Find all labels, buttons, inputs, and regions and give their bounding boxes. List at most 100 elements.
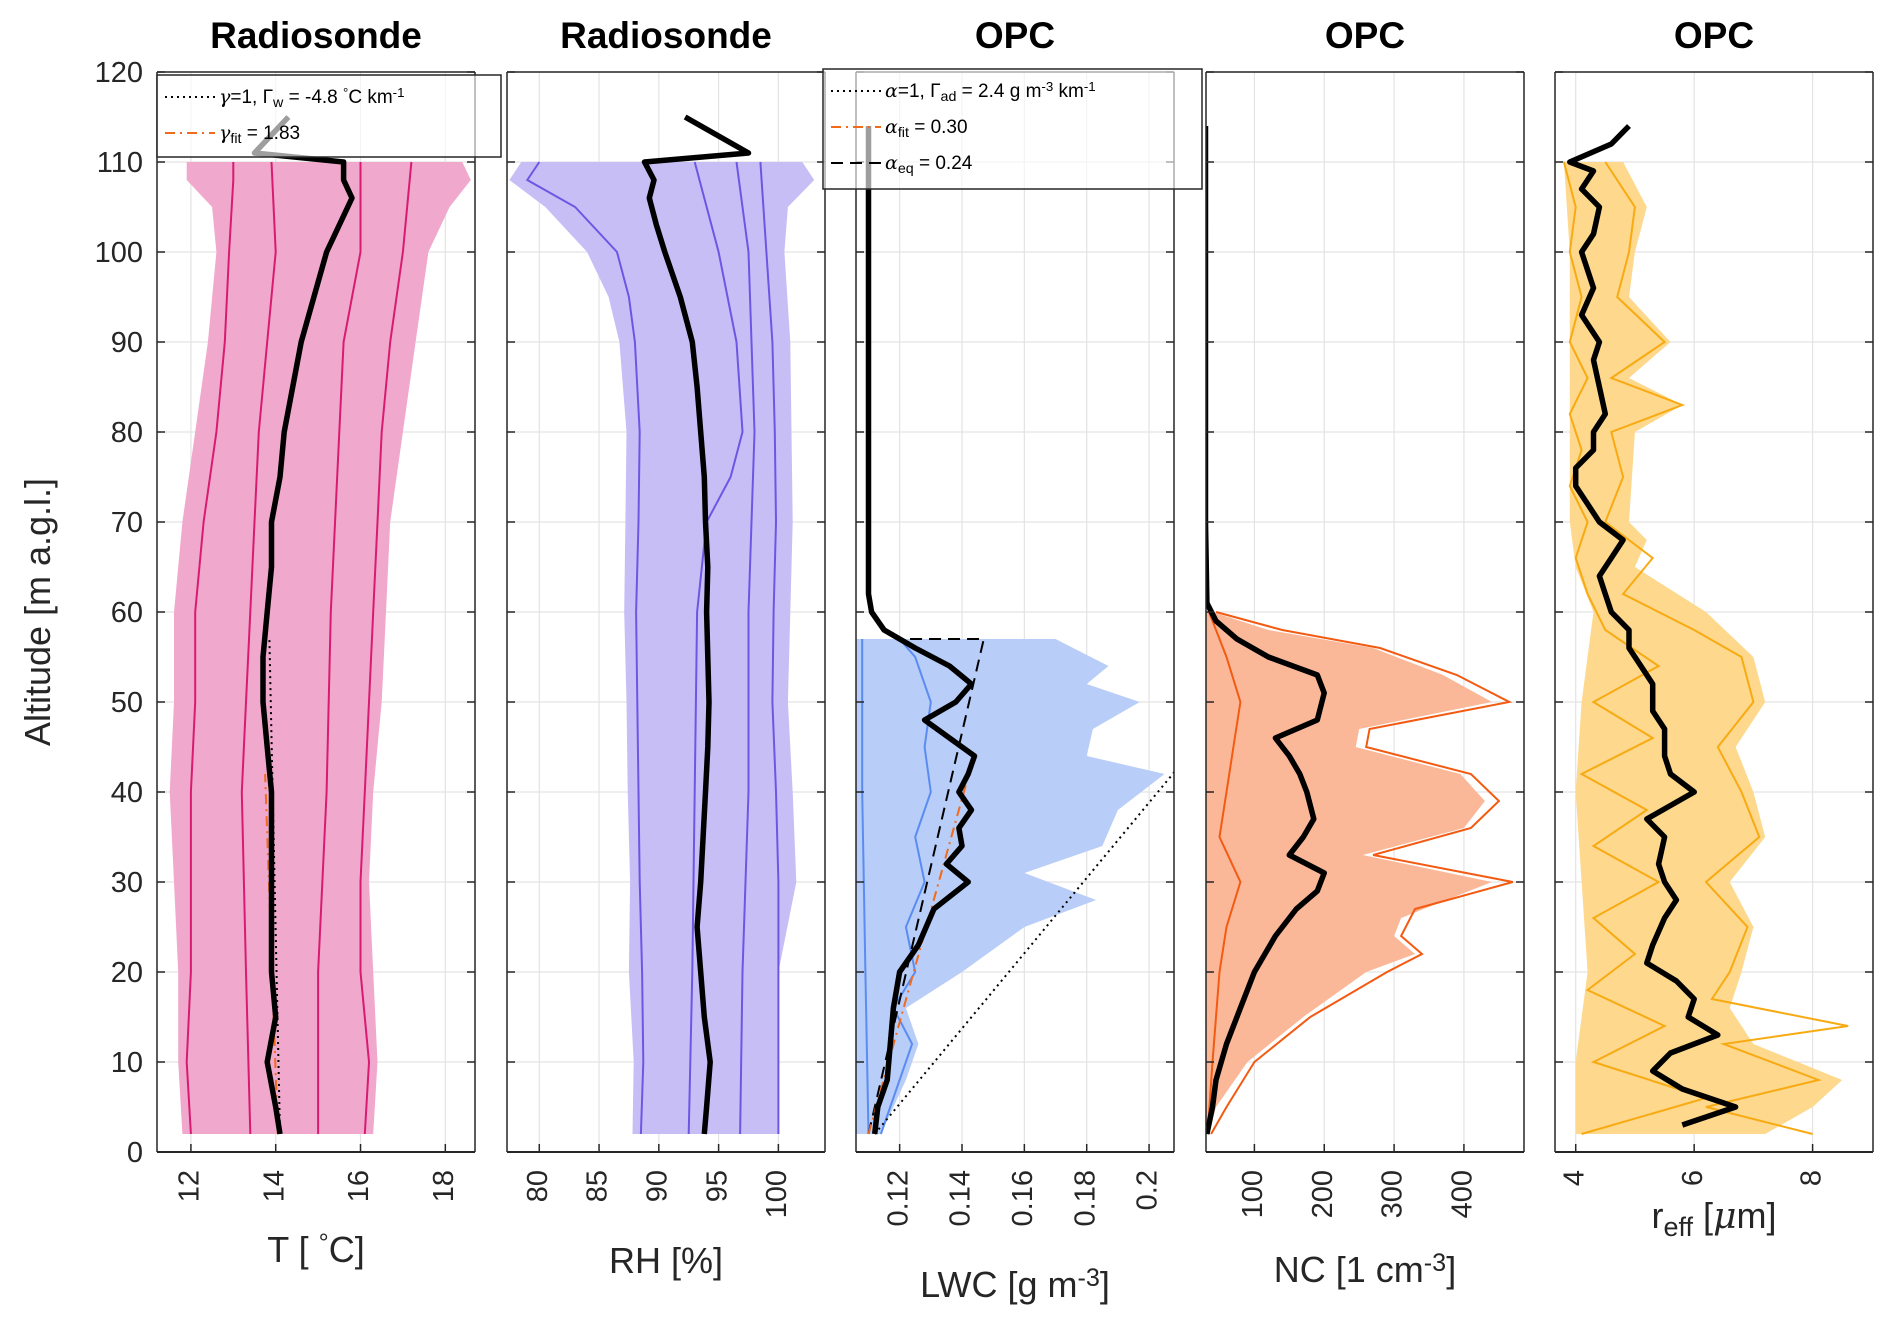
text-part: -3: [1077, 1264, 1099, 1292]
text-part: ad: [941, 89, 957, 105]
data-layer: [856, 126, 1174, 1135]
x-axis-label: reff [μm]: [1652, 1195, 1777, 1242]
x-tick-label: 0.14: [945, 1170, 977, 1226]
y-tick-label: 10: [111, 1047, 143, 1079]
legend-box: [822, 68, 1203, 190]
y-axis-label: Altitude [m a.g.l.]: [17, 478, 58, 746]
alpha-fit-line: [867, 764, 973, 1135]
percentile-line: [317, 162, 362, 1134]
x-tick-label: 100: [1237, 1170, 1269, 1218]
percentile-line: [735, 161, 756, 1135]
alpha-1-adiabatic-line: [873, 770, 1174, 1135]
text-part: γ: [219, 86, 231, 108]
percentile-line: [525, 161, 645, 1135]
mean-profile-line: [865, 126, 978, 1135]
text-part: α: [885, 116, 898, 138]
x-tick-label: 100: [761, 1170, 793, 1218]
x-tick-label: 85: [582, 1170, 614, 1202]
percentile-line: [1206, 611, 1242, 1135]
y-tick-label: 110: [97, 147, 143, 179]
text-part: fit: [230, 131, 241, 147]
percentile-line: [359, 161, 413, 1135]
text-part: NC [1 cm: [1274, 1249, 1424, 1290]
x-tick-label: 16: [343, 1170, 375, 1202]
x-tick-label: 0.16: [1007, 1170, 1039, 1226]
x-tick-label: 6: [1677, 1170, 1709, 1186]
panel-title: Radiosonde: [560, 15, 772, 56]
x-tick-label: 90: [641, 1170, 673, 1202]
y-tick-label: 60: [111, 597, 143, 629]
percentile-line: [240, 161, 277, 1135]
spread-fill: [1563, 162, 1843, 1134]
percentile-line: [1604, 161, 1849, 1135]
text-part: m]: [1736, 1195, 1776, 1236]
text-part: γ: [219, 122, 231, 144]
x-tick-label: 300: [1377, 1170, 1409, 1218]
text-part: = 1.83: [241, 123, 300, 144]
legend-entry: αeq = 0.24: [885, 152, 973, 177]
text-part: RH [%]: [609, 1240, 723, 1281]
mean-profile-line: [1206, 126, 1327, 1135]
gamma-1-line: [268, 638, 281, 1135]
x-tick-label: 0.12: [882, 1170, 914, 1226]
data-layer: [1206, 126, 1514, 1135]
text-part: = -4.8: [283, 87, 343, 108]
text-part: μ: [1713, 1196, 1736, 1237]
x-tick-label: 200: [1307, 1170, 1339, 1218]
text-part: w: [272, 95, 284, 111]
x-tick-label: 400: [1447, 1170, 1479, 1218]
text-part: ]: [1446, 1249, 1456, 1290]
text-part: °: [319, 1229, 329, 1257]
y-tick-label: 80: [111, 417, 143, 449]
y-tick-label: 20: [111, 957, 143, 989]
text-part: r: [1652, 1195, 1664, 1236]
panel-title: Radiosonde: [210, 15, 422, 56]
text-part: C km: [348, 87, 392, 108]
percentile-line: [1562, 161, 1710, 1135]
text-part: =1, Γ: [898, 81, 941, 102]
text-part: = 0.24: [914, 153, 973, 174]
percentile-line: [759, 161, 780, 1134]
mean-profile-line: [251, 115, 355, 1135]
panel-5: 4 6 8 OPC reff [μm]: [1554, 15, 1874, 1242]
y-tick-label: 120: [95, 57, 143, 89]
text-part: LWC [g m: [920, 1264, 1077, 1305]
x-axis-label: LWC [g m-3]: [920, 1264, 1110, 1305]
text-part: T [: [267, 1229, 318, 1270]
text-part: °: [343, 85, 348, 100]
text-part: α: [885, 152, 898, 174]
x-axis-label: RH [%]: [609, 1240, 723, 1281]
legend-entry: αfit = 0.30: [885, 116, 968, 141]
y-tick-label: 70: [111, 507, 143, 539]
x-tick-label: 12: [174, 1170, 206, 1202]
y-tick-label: 90: [111, 327, 143, 359]
legend-entry: γ=1, Γw = -4.8 °C km-1: [219, 85, 405, 111]
x-tick-label: 0.2: [1132, 1170, 1164, 1210]
data-layer: [169, 115, 471, 1135]
x-tick-label: 8: [1795, 1170, 1827, 1186]
text-part: eff: [1664, 1212, 1694, 1242]
percentile-line: [185, 162, 235, 1135]
panel-title: OPC: [1325, 15, 1405, 56]
mean-profile-line: [641, 114, 752, 1135]
y-tick-label: 100: [95, 237, 143, 269]
y-tick-label: 30: [111, 867, 143, 899]
legend-box: [156, 74, 502, 158]
text-part: eq: [898, 161, 914, 177]
text-part: =1, Γ: [230, 87, 273, 108]
text-part: -3: [1424, 1249, 1446, 1277]
text-part: fit: [898, 125, 909, 141]
x-axis-label: T [ °C]: [267, 1229, 364, 1270]
data-layer: [1562, 124, 1849, 1135]
panel-4: 100 200 300 400 OPC NC [1 cm-3]: [1205, 15, 1525, 1290]
text-part: [: [1693, 1195, 1713, 1236]
text-part: -3: [1041, 79, 1053, 94]
x-axis-label: NC [1 cm-3]: [1274, 1249, 1456, 1290]
panel-title: OPC: [975, 15, 1055, 56]
y-tick-label: 0: [127, 1137, 143, 1169]
panel-2: 80 85 90 95 100 Radiosonde RH [%]: [506, 15, 826, 1281]
x-tick-label: 18: [428, 1170, 460, 1202]
